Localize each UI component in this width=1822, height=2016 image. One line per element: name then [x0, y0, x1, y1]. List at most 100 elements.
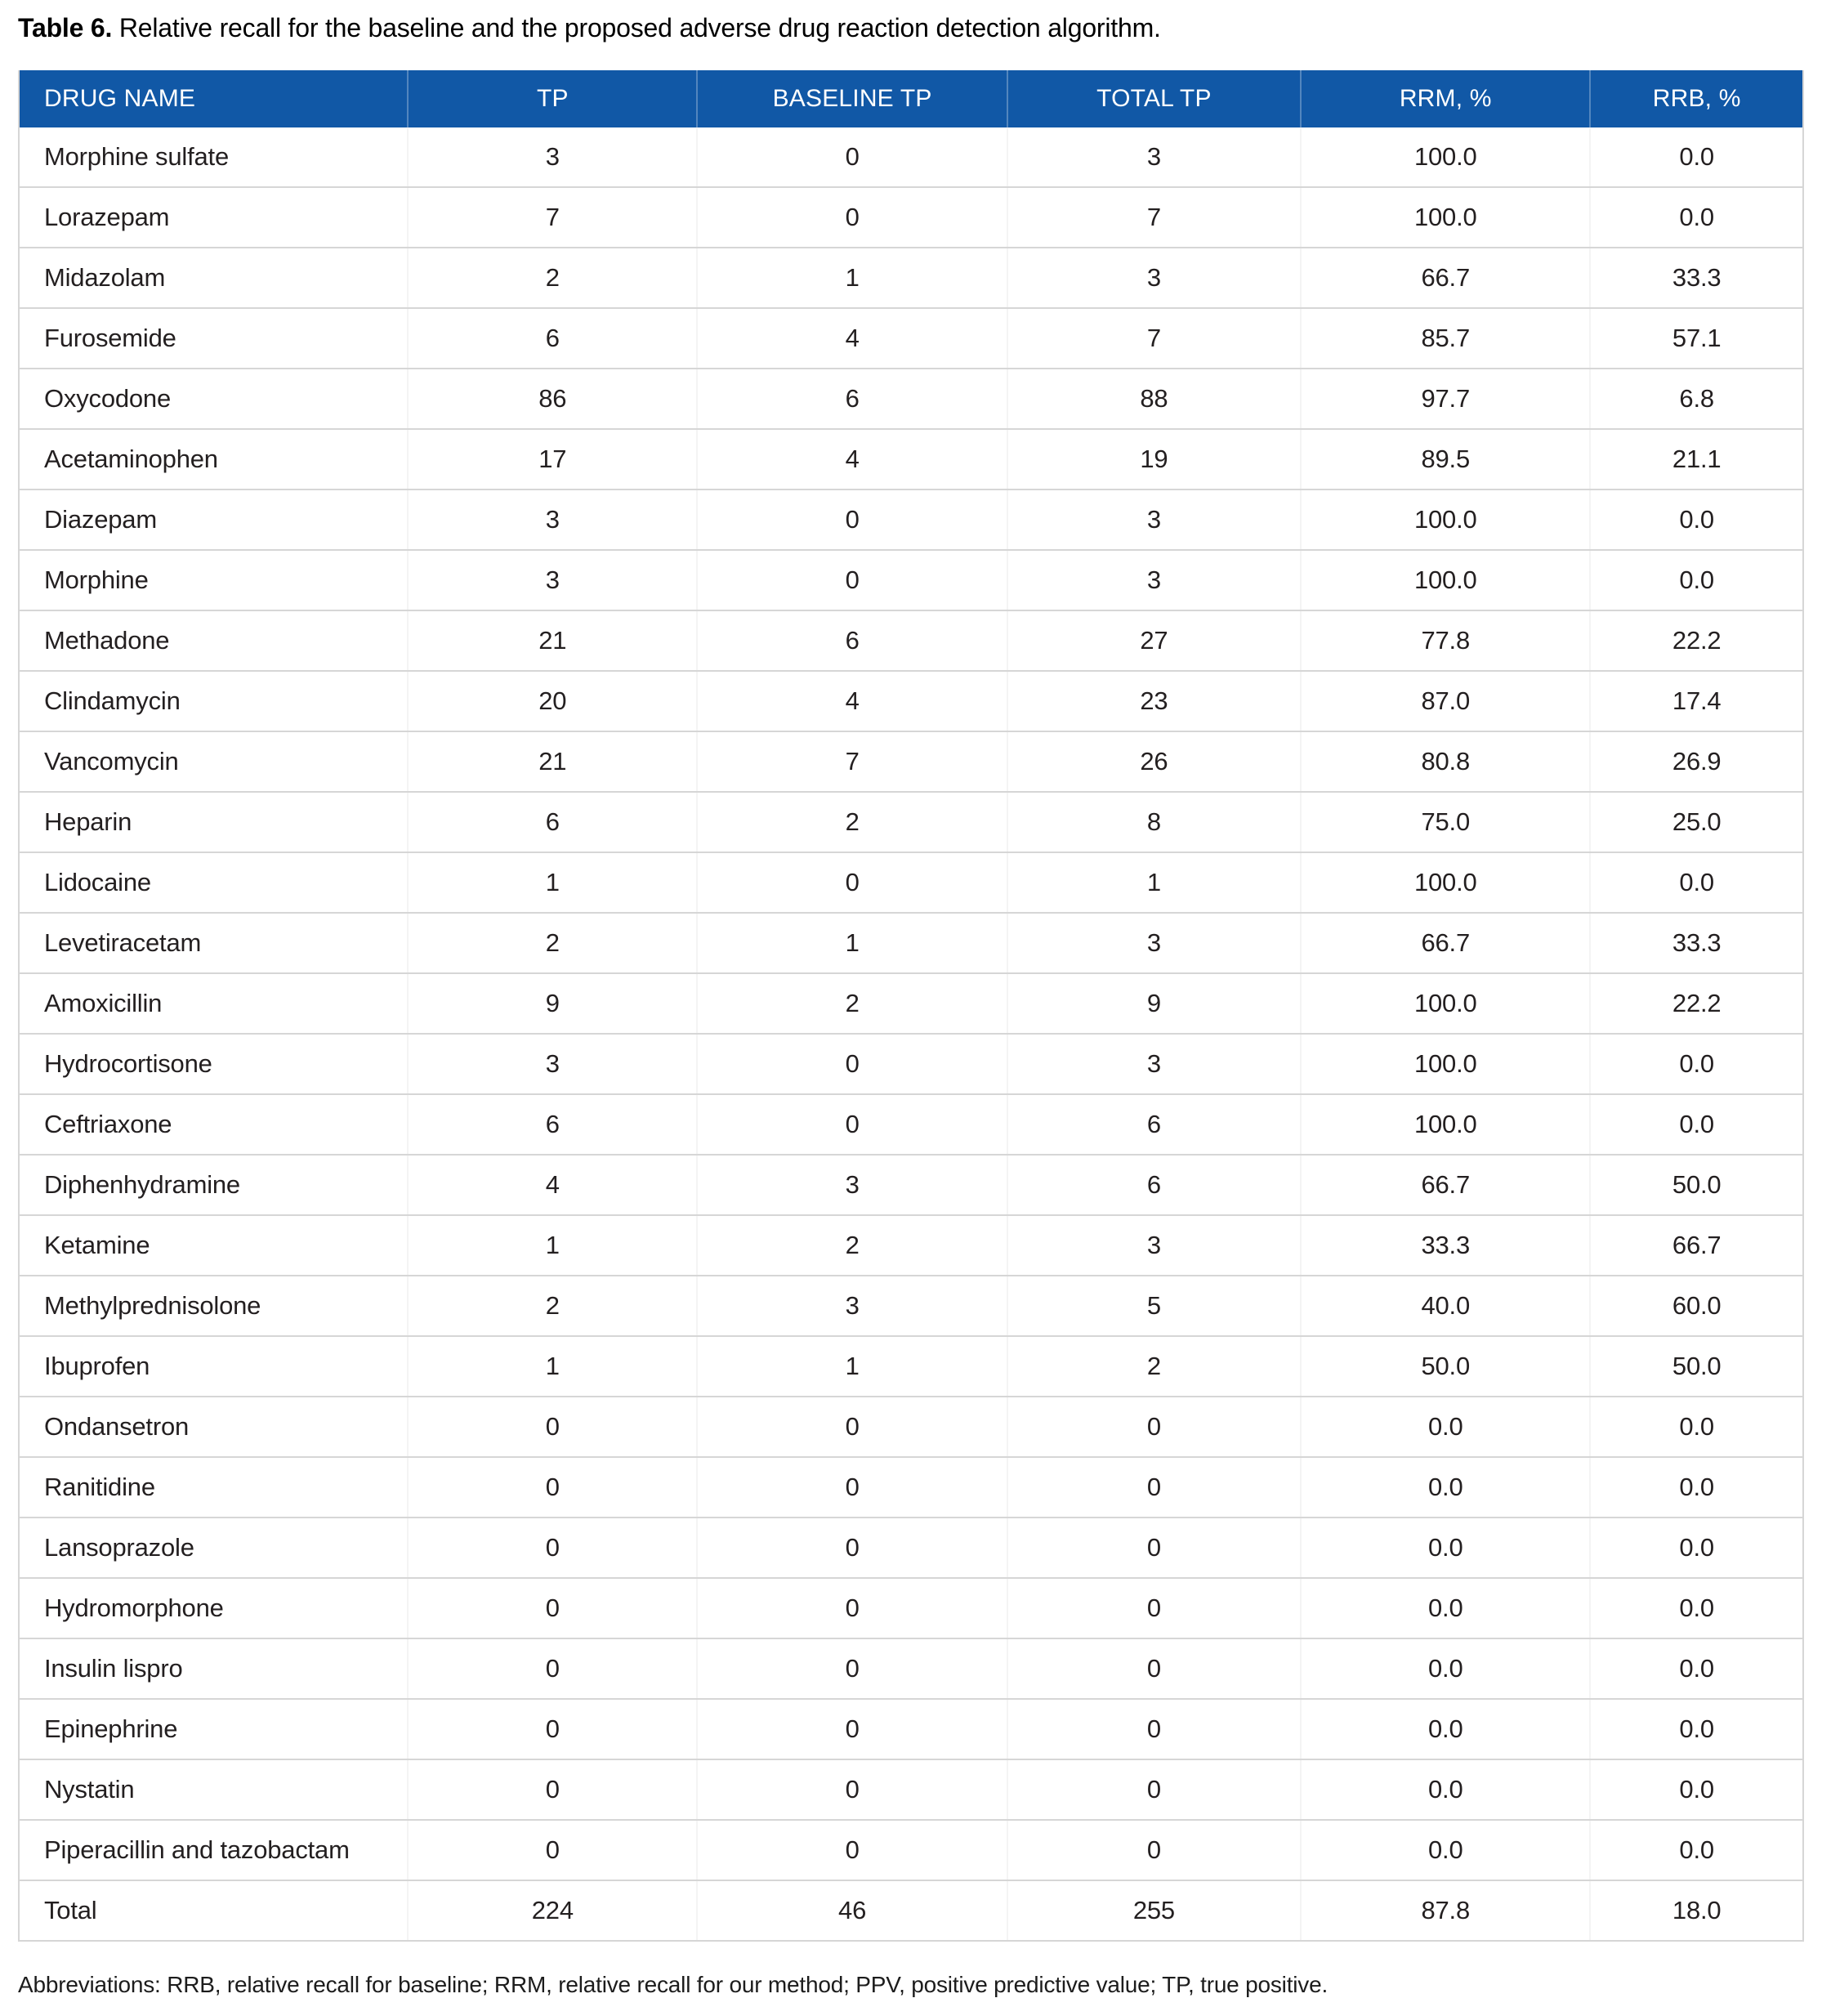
column-header-drug-name: DRUG NAME: [44, 85, 196, 112]
total-tp-cell: 6: [1006, 1095, 1300, 1154]
baseline-tp-cell: 1: [696, 248, 1006, 307]
baseline-tp-cell: 2: [696, 1216, 1006, 1275]
rrm-cell: 87.0: [1300, 672, 1589, 731]
drug-name-cell: Piperacillin and tazobactam: [44, 1835, 350, 1864]
rrm-cell: 0.0: [1300, 1397, 1589, 1456]
rrb-cell: 0.0: [1589, 1760, 1802, 1819]
drug-name-cell: Midazolam: [44, 263, 166, 292]
rrm-cell: 77.8: [1300, 611, 1589, 670]
table-row: Epinephrine 0 0 0 0.0 0.0: [20, 1700, 1802, 1760]
total-tp-cell: 2: [1006, 1337, 1300, 1396]
footnote: Abbreviations: RRB, relative recall for …: [18, 1972, 1329, 1997]
rrb-cell: 33.3: [1589, 914, 1802, 972]
rrb-cell: 22.2: [1589, 611, 1802, 670]
total-tp-cell: 0: [1006, 1821, 1300, 1880]
rrb-cell: 50.0: [1589, 1156, 1802, 1214]
tp-cell: 1: [407, 1216, 696, 1275]
drug-name-cell: Hydrocortisone: [44, 1049, 212, 1078]
drug-name-cell: Heparin: [44, 807, 132, 836]
rrb-cell: 66.7: [1589, 1216, 1802, 1275]
table-row: Vancomycin 21 7 26 80.8 26.9: [20, 732, 1802, 793]
total-tp-cell: 6: [1006, 1156, 1300, 1214]
table-row: Heparin 6 2 8 75.0 25.0: [20, 793, 1802, 853]
column-header-rrb: RRB, %: [1589, 70, 1802, 127]
rrb-cell: 0.0: [1589, 1639, 1802, 1698]
baseline-tp-cell: 4: [696, 672, 1006, 731]
rrm-cell: 0.0: [1300, 1821, 1589, 1880]
table-row: Acetaminophen 17 4 19 89.5 21.1: [20, 430, 1802, 490]
total-tp-cell: 19: [1006, 430, 1300, 489]
table-caption: Table 6. Relative recall for the baselin…: [18, 10, 1804, 46]
rrm-cell: 80.8: [1300, 732, 1589, 791]
tp-cell: 2: [407, 1276, 696, 1335]
baseline-tp-cell: 6: [696, 369, 1006, 428]
table-row: Total 224 46 255 87.8 18.0: [20, 1881, 1802, 1942]
drug-table: DRUG NAME TP BASELINE TP TOTAL TP RRM, %…: [18, 70, 1804, 1942]
total-tp-cell: 7: [1006, 188, 1300, 247]
rrb-cell: 0.0: [1589, 853, 1802, 912]
baseline-tp-cell: 3: [696, 1156, 1006, 1214]
rrb-cell: 17.4: [1589, 672, 1802, 731]
total-tp-cell: 5: [1006, 1276, 1300, 1335]
tp-cell: 7: [407, 188, 696, 247]
rrm-cell: 0.0: [1300, 1760, 1589, 1819]
drug-name-cell: Diazepam: [44, 505, 157, 534]
baseline-tp-cell: 0: [696, 1458, 1006, 1517]
rrm-cell: 100.0: [1300, 853, 1589, 912]
tp-cell: 0: [407, 1639, 696, 1698]
drug-name-cell: Ibuprofen: [44, 1352, 150, 1380]
rrm-cell: 50.0: [1300, 1337, 1589, 1396]
rrm-cell: 100.0: [1300, 551, 1589, 610]
rrm-cell: 66.7: [1300, 1156, 1589, 1214]
total-tp-cell: 3: [1006, 248, 1300, 307]
drug-name-cell: Ondansetron: [44, 1412, 190, 1441]
rrb-cell: 21.1: [1589, 430, 1802, 489]
rrm-cell: 40.0: [1300, 1276, 1589, 1335]
drug-name-cell: Total: [44, 1896, 97, 1924]
table-body: Morphine sulfate 3 0 3 100.0 0.0 Lorazep…: [20, 127, 1802, 1942]
baseline-tp-cell: 6: [696, 611, 1006, 670]
rrm-cell: 0.0: [1300, 1518, 1589, 1577]
tp-cell: 3: [407, 551, 696, 610]
baseline-tp-cell: 0: [696, 1639, 1006, 1698]
table-row: Lansoprazole 0 0 0 0.0 0.0: [20, 1518, 1802, 1579]
column-header-rrm: RRM, %: [1300, 70, 1589, 127]
total-tp-cell: 23: [1006, 672, 1300, 731]
rrm-cell: 100.0: [1300, 127, 1589, 186]
total-tp-cell: 9: [1006, 974, 1300, 1033]
table-row: Ondansetron 0 0 0 0.0 0.0: [20, 1397, 1802, 1458]
rrb-cell: 18.0: [1589, 1881, 1802, 1940]
total-tp-cell: 27: [1006, 611, 1300, 670]
total-tp-cell: 88: [1006, 369, 1300, 428]
table-row: Ketamine 1 2 3 33.3 66.7: [20, 1216, 1802, 1276]
baseline-tp-cell: 0: [696, 188, 1006, 247]
rrb-cell: 22.2: [1589, 974, 1802, 1033]
table-row: Amoxicillin 9 2 9 100.0 22.2: [20, 974, 1802, 1035]
table-row: Oxycodone 86 6 88 97.7 6.8: [20, 369, 1802, 430]
rrm-cell: 0.0: [1300, 1700, 1589, 1759]
total-tp-cell: 26: [1006, 732, 1300, 791]
drug-name-cell: Diphenhydramine: [44, 1170, 240, 1199]
table-row: Diphenhydramine 4 3 6 66.7 50.0: [20, 1156, 1802, 1216]
rrm-cell: 0.0: [1300, 1458, 1589, 1517]
total-tp-cell: 3: [1006, 551, 1300, 610]
tp-cell: 4: [407, 1156, 696, 1214]
rrm-cell: 100.0: [1300, 1035, 1589, 1093]
drug-name-cell: Ceftriaxone: [44, 1110, 172, 1138]
total-tp-cell: 3: [1006, 1035, 1300, 1093]
drug-name-cell: Ketamine: [44, 1231, 150, 1259]
table-row: Hydromorphone 0 0 0 0.0 0.0: [20, 1579, 1802, 1639]
tp-cell: 6: [407, 309, 696, 368]
tp-cell: 0: [407, 1760, 696, 1819]
baseline-tp-cell: 7: [696, 732, 1006, 791]
baseline-tp-cell: 0: [696, 127, 1006, 186]
tp-cell: 2: [407, 914, 696, 972]
tp-cell: 6: [407, 793, 696, 852]
rrb-cell: 0.0: [1589, 1397, 1802, 1456]
tp-cell: 0: [407, 1518, 696, 1577]
tp-cell: 3: [407, 127, 696, 186]
tp-cell: 2: [407, 248, 696, 307]
baseline-tp-cell: 46: [696, 1881, 1006, 1940]
table-row: Hydrocortisone 3 0 3 100.0 0.0: [20, 1035, 1802, 1095]
table-row: Levetiracetam 2 1 3 66.7 33.3: [20, 914, 1802, 974]
